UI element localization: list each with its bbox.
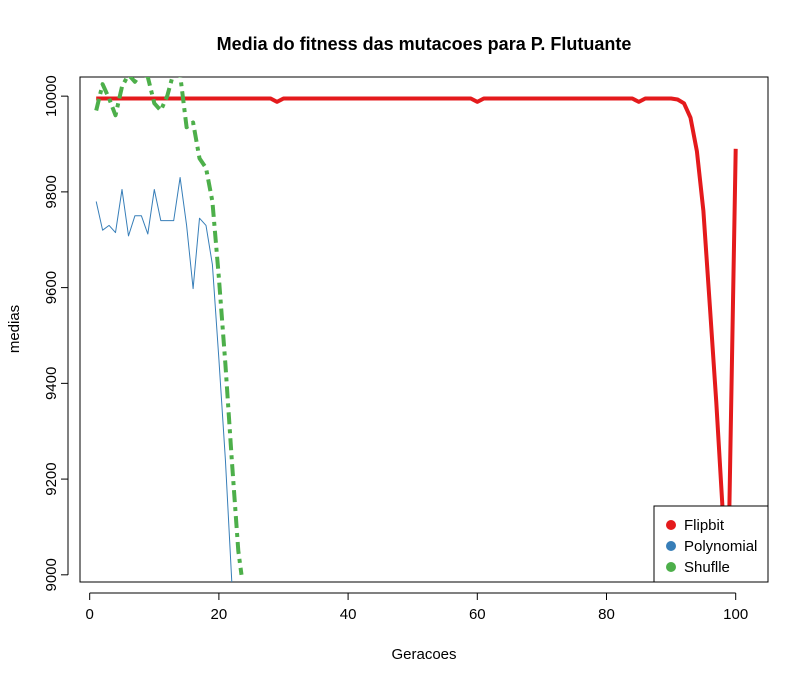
x-tick-label: 40	[340, 606, 357, 623]
y-tick-label: 9800	[43, 175, 60, 208]
y-tick-label: 9400	[43, 367, 60, 400]
plot-frame	[79, 76, 769, 583]
series-line-polynomial	[95, 177, 233, 582]
legend-marker-shuflle	[666, 562, 676, 572]
chart-title: Media do fitness das mutacoes para P. Fl…	[217, 34, 632, 54]
legend: Flipbit Polynomial Shuflle	[653, 505, 769, 583]
legend-marker-flipbit	[666, 520, 676, 530]
legend-marker-polynomial	[666, 541, 676, 551]
x-tick-label: 80	[598, 606, 615, 623]
series-layer	[94, 77, 738, 582]
x-tick-label: 100	[723, 606, 748, 623]
series-line-shuflle	[94, 77, 244, 576]
series-line-flipbit	[96, 96, 738, 520]
legend-label-flipbit: Flipbit	[684, 517, 725, 534]
y-tick-label: 9600	[43, 271, 60, 304]
y-tick-label: 9200	[43, 462, 60, 495]
y-axis: 9000 9200 9400 9600 9800 10000	[43, 75, 69, 592]
legend-label-shuflle: Shuflle	[684, 559, 730, 576]
x-axis-label: Geracoes	[391, 646, 456, 663]
x-tick-label: 0	[86, 606, 94, 623]
y-tick-label: 9000	[43, 558, 60, 591]
y-tick-label: 10000	[43, 75, 60, 117]
x-tick-label: 20	[211, 606, 228, 623]
x-tick-label: 60	[469, 606, 486, 623]
x-axis: 0 20 40 60 80 100	[86, 592, 748, 623]
legend-label-polynomial: Polynomial	[684, 538, 757, 555]
y-axis-label: medias	[6, 305, 23, 353]
